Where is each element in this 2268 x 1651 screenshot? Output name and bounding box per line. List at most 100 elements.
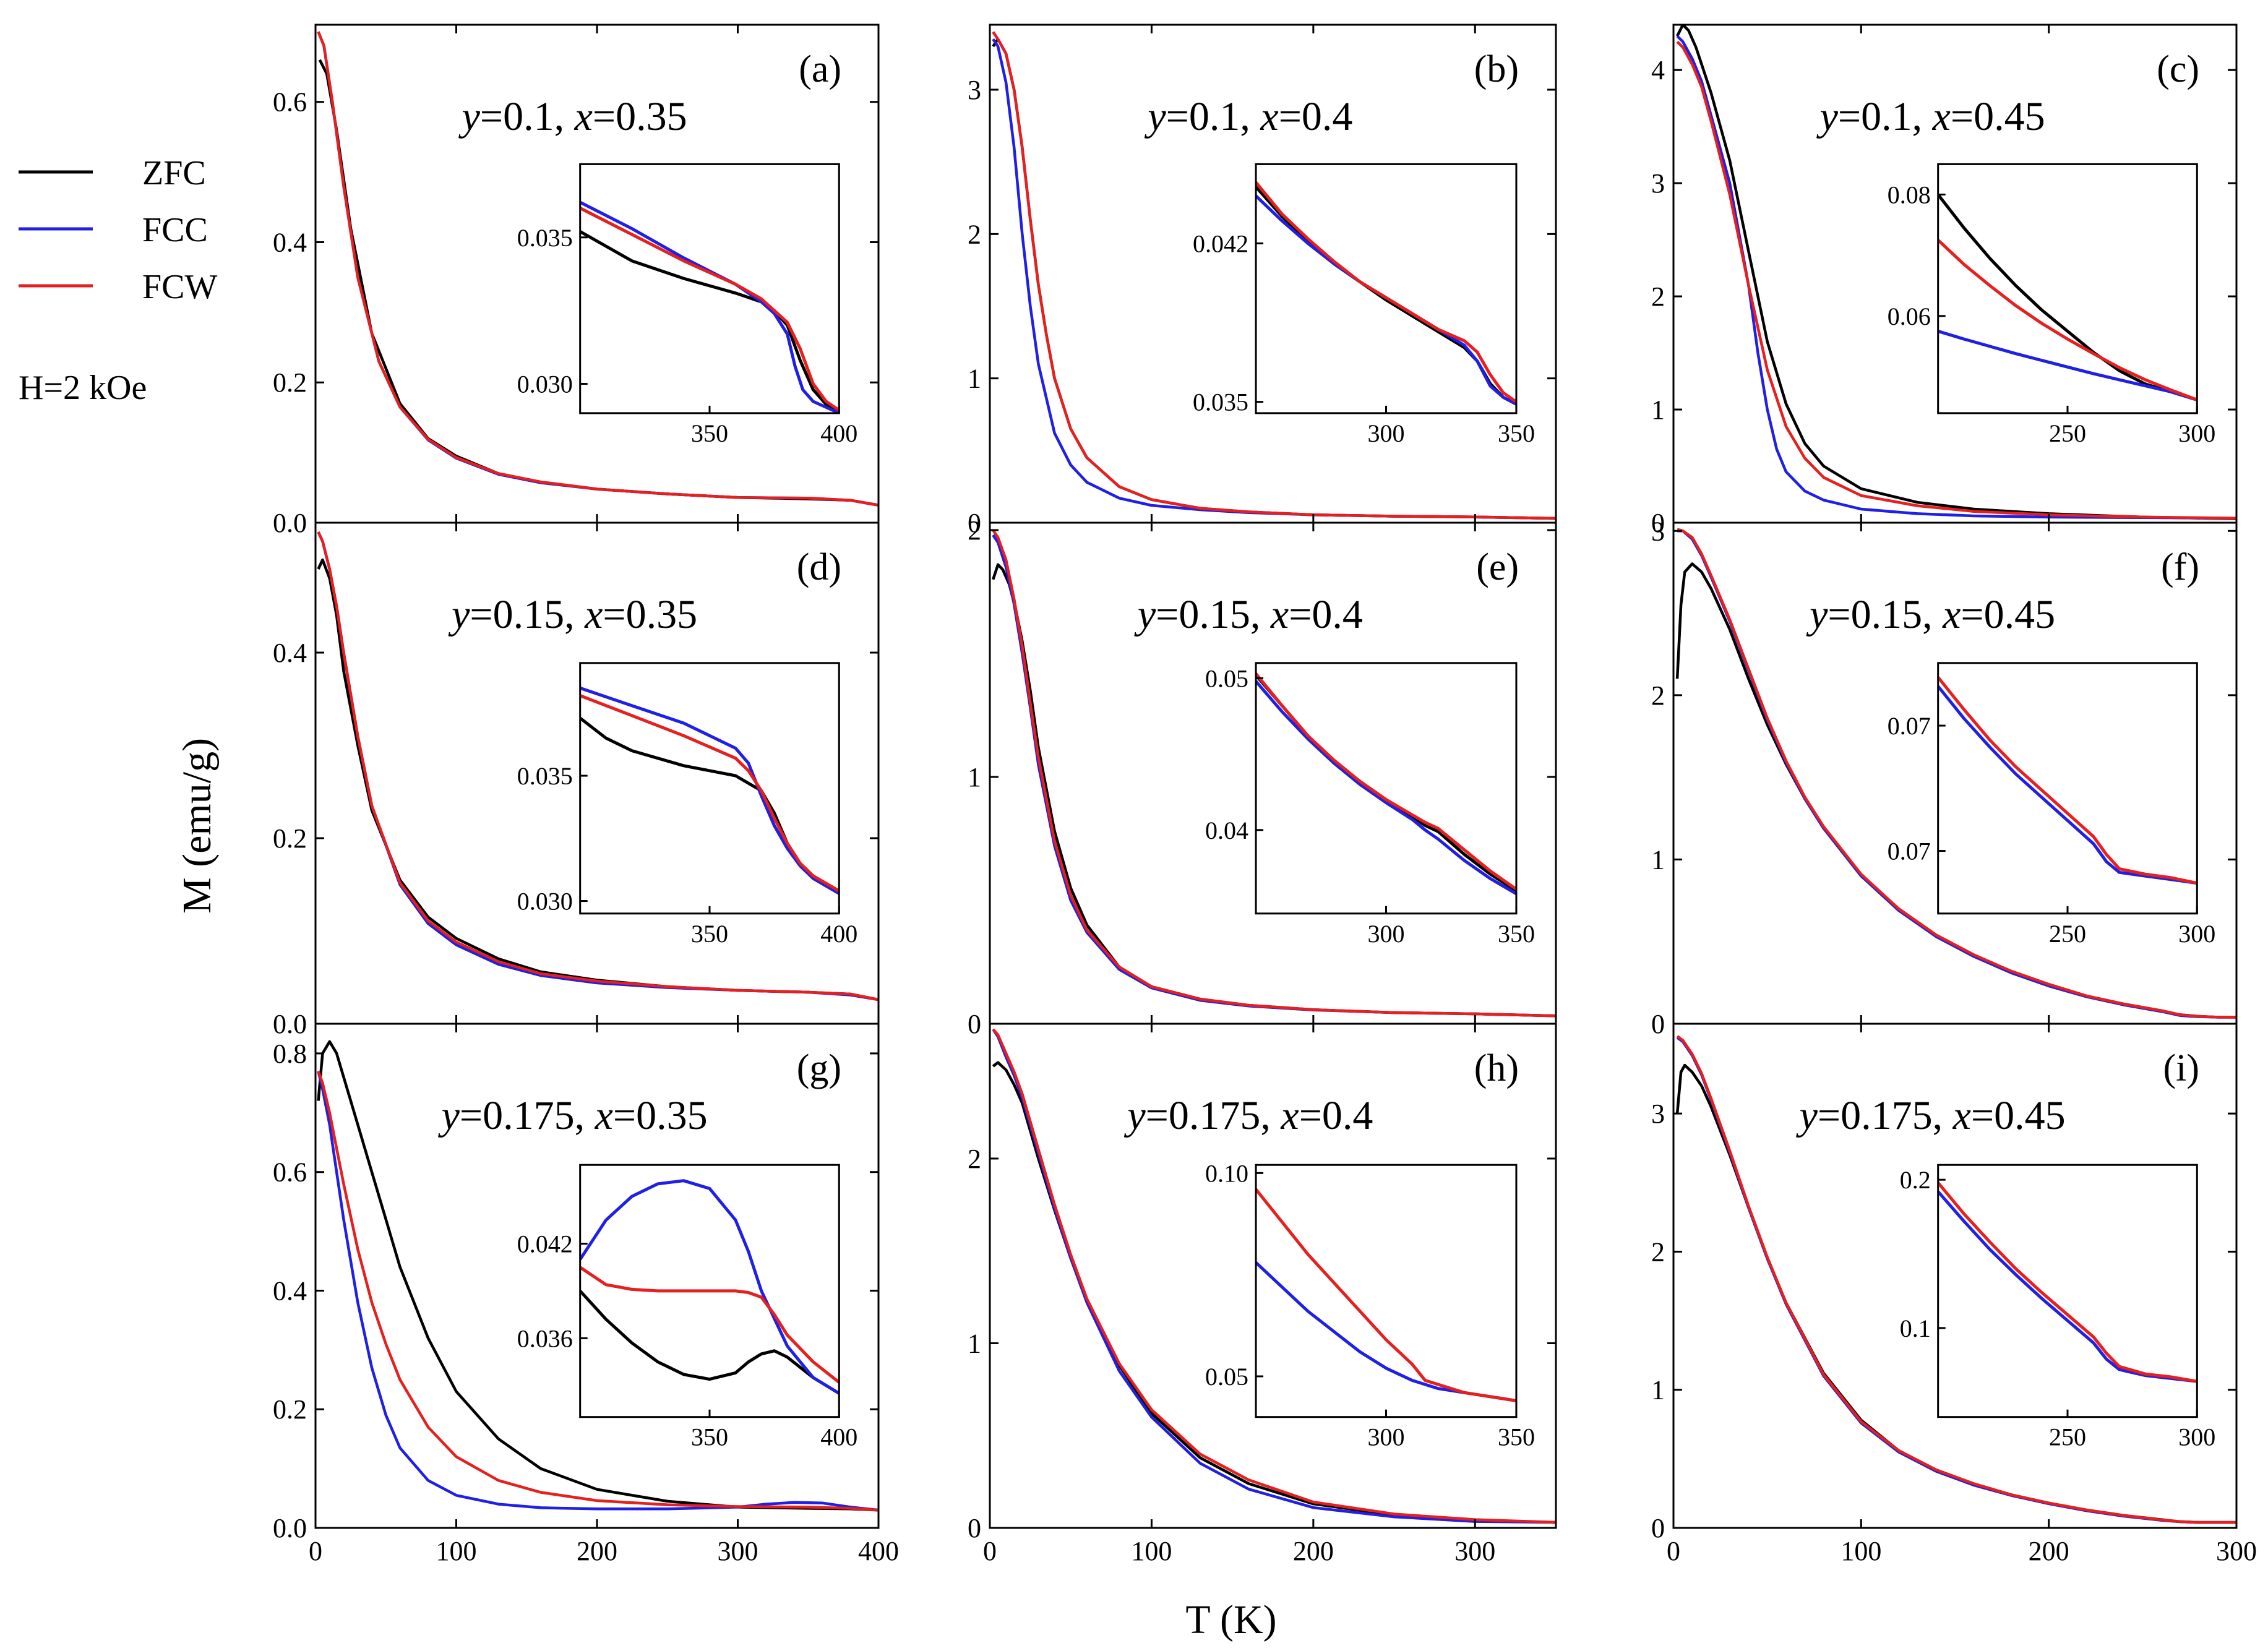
inset-series-group-c	[1938, 193, 2197, 401]
field-label: H=2 kOe	[19, 369, 147, 407]
inset-f: 250 300 0.07 0.07	[1888, 662, 2215, 948]
panel-frame-i	[1672, 1023, 2238, 1529]
condition-part-c: =0.1,	[1838, 94, 1933, 139]
inset-y-tick-label-h: 0.10	[1205, 1159, 1248, 1187]
y-tick-label-g: 0.0	[273, 1513, 307, 1543]
inset-x-tick-label-h: 300	[1368, 1423, 1405, 1451]
condition-label-b: y=0.1, x=0.4	[1144, 94, 1352, 139]
inset-background-c	[1938, 164, 2197, 413]
y-axis-title: M (emu/g)	[174, 738, 220, 914]
condition-part-d: =0.15,	[470, 592, 585, 637]
inset-x-tick-label-a: 400	[820, 419, 857, 447]
inset-series-group-e	[1256, 672, 1516, 896]
series-fcw-h	[992, 1028, 1556, 1524]
inset-background-b	[1256, 164, 1516, 413]
condition-part-b: x	[1260, 94, 1278, 139]
y-tick-label-a: 0.0	[273, 508, 307, 538]
inset-y-tick-label-h: 0.05	[1205, 1363, 1248, 1391]
y-tick-label-c: 4	[1651, 55, 1665, 85]
inset-c: 250 300 0.06 0.08	[1888, 163, 2215, 447]
panel-label-e: (e)	[1476, 546, 1519, 588]
panel-i: 0 100 200 300 0 1 2 3 (i) y=0.175, x=0.45 250 300 0.…	[1651, 1023, 2257, 1566]
inset-series-fcc-c	[1938, 330, 2197, 401]
condition-part-d: =0.35	[603, 592, 697, 637]
inset-y-tick-label-a: 0.035	[517, 224, 573, 252]
condition-part-f: y	[1806, 592, 1828, 637]
inset-series-group-i	[1938, 1181, 2197, 1383]
inset-b: 300 350 0.035 0.042	[1193, 163, 1535, 447]
y-tick-label-g: 0.4	[273, 1276, 307, 1306]
inset-series-fcw-b	[1256, 181, 1516, 403]
inset-x-tick-label-d: 400	[820, 920, 857, 948]
condition-part-d: y	[448, 592, 470, 637]
condition-label-h: y=0.175, x=0.4	[1123, 1093, 1373, 1138]
panel-g: 0 100 200 300 400 0.0 0.2 0.4 0.6 0.8 (g) y=0.175, …	[273, 1023, 899, 1566]
y-tick-label-c: 1	[1651, 395, 1665, 425]
inset-d: 350 400 0.030 0.035	[517, 662, 857, 948]
inset-series-group-b	[1256, 181, 1516, 406]
inset-series-fcw-h	[1256, 1188, 1516, 1402]
series-fcc-h	[992, 1028, 1556, 1524]
condition-part-d: x	[584, 592, 603, 637]
inset-x-tick-label-a: 350	[691, 419, 728, 447]
condition-part-f: =0.15,	[1828, 592, 1943, 637]
y-tick-label-f: 1	[1651, 844, 1665, 875]
inset-x-tick-label-i: 250	[2049, 1423, 2086, 1451]
condition-part-g: =0.175,	[460, 1093, 595, 1138]
condition-part-c: y	[1816, 94, 1839, 139]
inset-series-fcw-d	[580, 694, 840, 893]
inset-y-tick-label-c: 0.08	[1888, 181, 1931, 208]
inset-y-tick-label-a: 0.030	[517, 371, 573, 398]
inset-x-tick-label-b: 300	[1368, 419, 1405, 447]
panel-label-d: (d)	[797, 546, 841, 588]
y-tick-label-h: 1	[968, 1328, 981, 1358]
x-tick-label-i: 100	[1841, 1536, 1881, 1566]
y-tick-label-i: 2	[1651, 1237, 1665, 1267]
inset-x-tick-label-c: 250	[2049, 419, 2086, 447]
inset-series-fcc-g	[580, 1179, 840, 1395]
inset-y-tick-label-d: 0.035	[517, 762, 573, 790]
x-tick-label-i: 200	[2029, 1536, 2069, 1566]
panel-label-a: (a)	[799, 48, 841, 90]
panel-label-g: (g)	[797, 1047, 841, 1089]
series-fcw-a	[317, 31, 878, 507]
condition-part-e: =0.15,	[1156, 592, 1271, 637]
y-tick-label-i: 3	[1651, 1099, 1665, 1129]
inset-series-fcw-e	[1256, 672, 1516, 891]
inset-series-fcc-a	[580, 200, 840, 413]
panel-e: 0 1 2 (e) y=0.15, x=0.4 300 350 0.04 0.05	[968, 515, 1557, 1039]
inset-h: 300 350 0.05 0.10	[1205, 1159, 1535, 1451]
legend-label-fcc: FCC	[142, 211, 208, 249]
series-fcw-e	[992, 529, 1556, 1018]
series-fcw-f	[1677, 528, 2236, 1019]
condition-part-b: =0.1,	[1166, 94, 1261, 139]
condition-part-a: =0.1,	[480, 94, 575, 139]
x-tick-label-g: 100	[436, 1536, 477, 1566]
inset-series-fcw-f	[1938, 676, 2197, 885]
y-tick-label-d: 0.2	[273, 823, 307, 854]
inset-background-a	[580, 164, 840, 413]
inset-background-d	[580, 663, 840, 914]
panel-label-c: (c)	[2157, 48, 2199, 90]
panel-series-group-d	[317, 531, 878, 1001]
y-tick-label-e: 1	[968, 762, 981, 792]
condition-part-f: x	[1942, 592, 1961, 637]
inset-series-fcw-g	[580, 1266, 840, 1384]
inset-x-tick-label-e: 350	[1498, 920, 1535, 948]
inset-series-group-f	[1938, 676, 2197, 885]
inset-series-group-d	[580, 686, 840, 895]
condition-label-d: y=0.15, x=0.35	[448, 592, 697, 637]
condition-part-b: =0.4	[1279, 94, 1353, 139]
legend: ZFC FCC FCW	[19, 154, 217, 306]
inset-y-tick-label-d: 0.030	[517, 888, 573, 916]
series-fcw-g	[317, 1070, 878, 1512]
series-fcw-d	[317, 531, 878, 1001]
inset-background-e	[1256, 663, 1516, 914]
condition-part-i: x	[1952, 1093, 1971, 1138]
condition-label-f: y=0.15, x=0.45	[1806, 592, 2055, 637]
inset-x-tick-label-i: 300	[2178, 1423, 2215, 1451]
series-fcc-c	[1676, 35, 2236, 520]
y-tick-label-a: 0.2	[273, 367, 307, 398]
inset-x-tick-label-e: 300	[1368, 920, 1405, 948]
